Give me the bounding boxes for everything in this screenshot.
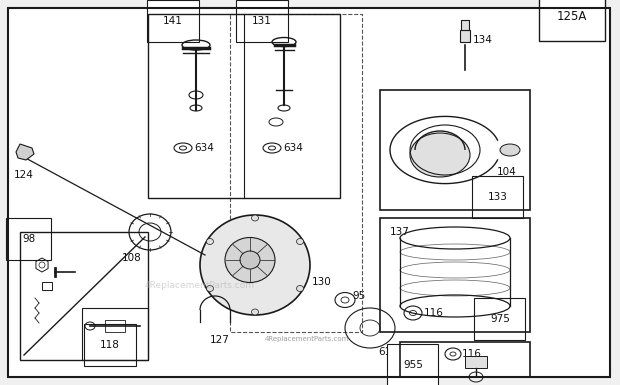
Text: 634: 634 bbox=[194, 143, 214, 153]
Text: 4ReplacementParts.com: 4ReplacementParts.com bbox=[145, 281, 255, 290]
Ellipse shape bbox=[296, 286, 304, 291]
Text: 134: 134 bbox=[473, 35, 493, 45]
Text: 130: 130 bbox=[312, 277, 332, 287]
Ellipse shape bbox=[225, 238, 275, 283]
Text: 955: 955 bbox=[403, 360, 423, 370]
Ellipse shape bbox=[200, 215, 310, 315]
Text: 4ReplacementParts.com: 4ReplacementParts.com bbox=[265, 336, 350, 342]
Text: 131: 131 bbox=[252, 16, 272, 26]
Ellipse shape bbox=[206, 238, 213, 244]
Text: 125A: 125A bbox=[557, 10, 587, 23]
FancyBboxPatch shape bbox=[465, 356, 487, 368]
Text: 141: 141 bbox=[163, 16, 183, 26]
Text: 634: 634 bbox=[283, 143, 303, 153]
Text: 104: 104 bbox=[497, 167, 516, 177]
Text: 617: 617 bbox=[378, 347, 398, 357]
Ellipse shape bbox=[206, 286, 213, 291]
Text: 118: 118 bbox=[100, 340, 120, 350]
FancyBboxPatch shape bbox=[8, 8, 610, 377]
Text: 95: 95 bbox=[352, 291, 365, 301]
Text: 98: 98 bbox=[22, 234, 35, 244]
Text: 127: 127 bbox=[210, 335, 230, 345]
Ellipse shape bbox=[500, 144, 520, 156]
Polygon shape bbox=[16, 144, 34, 160]
Ellipse shape bbox=[252, 215, 259, 221]
Text: 108: 108 bbox=[122, 253, 142, 263]
Ellipse shape bbox=[252, 309, 259, 315]
Text: 116: 116 bbox=[424, 308, 444, 318]
Text: 137: 137 bbox=[390, 227, 410, 237]
Text: 975: 975 bbox=[490, 314, 510, 324]
Text: 124: 124 bbox=[14, 170, 34, 180]
Ellipse shape bbox=[240, 251, 260, 269]
FancyBboxPatch shape bbox=[460, 30, 470, 42]
FancyBboxPatch shape bbox=[461, 20, 469, 30]
Text: 133: 133 bbox=[488, 192, 508, 202]
Ellipse shape bbox=[410, 133, 470, 177]
Text: 116: 116 bbox=[462, 349, 482, 359]
Ellipse shape bbox=[296, 238, 304, 244]
